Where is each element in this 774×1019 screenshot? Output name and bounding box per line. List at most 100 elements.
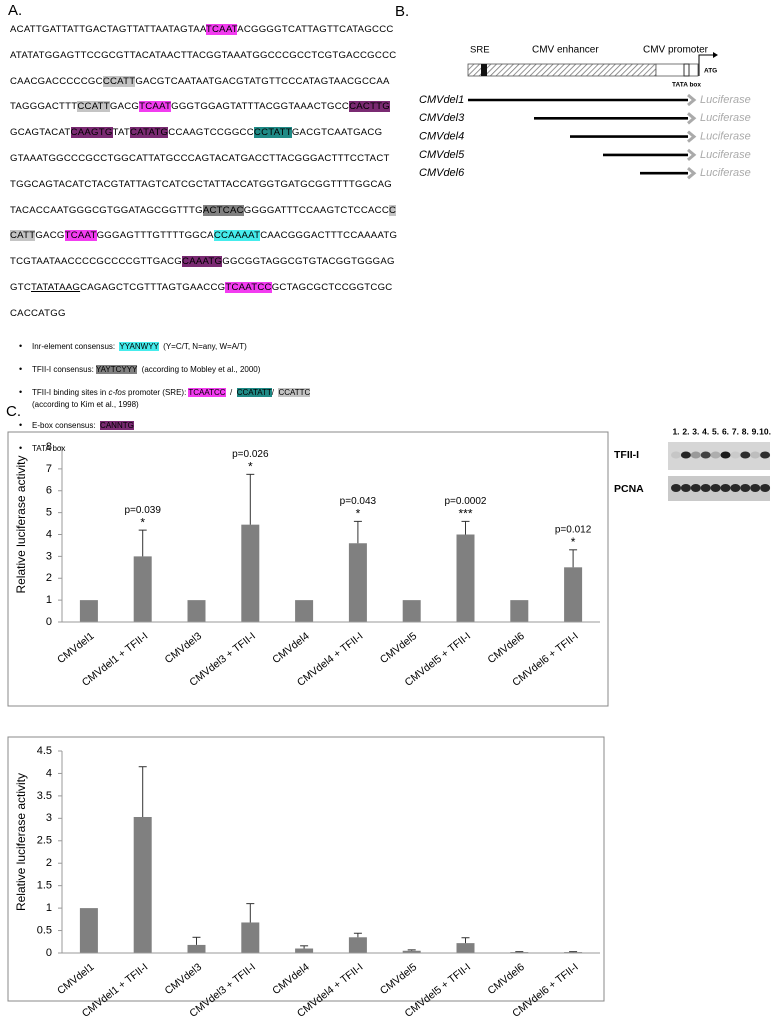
bar: [187, 944, 206, 953]
band: [671, 451, 681, 459]
y-tick-label: 3: [46, 812, 52, 824]
promoter-region: [655, 63, 699, 77]
bar: [79, 908, 98, 953]
highlighted-site: CCATTC: [278, 388, 311, 397]
error-bar: [246, 473, 255, 525]
band: [760, 484, 771, 492]
error-bar: [138, 766, 147, 817]
panel-label: A.: [8, 2, 23, 19]
lane-label: 2.: [682, 426, 689, 436]
p-value: p=0.0002: [445, 496, 487, 507]
row-label: TFII-I: [614, 449, 639, 461]
error-bar: [246, 903, 255, 923]
sequence-text: Inr-element consensus:: [32, 342, 120, 351]
legend-line: TATA box: [19, 443, 65, 454]
sequence-text: (Y=C/T, N=any, W=A/T): [158, 342, 247, 351]
y-tick-label: 1.5: [37, 880, 52, 892]
panel-a: A. ACATTGATTATTGACTAGTTATTAATAGTAATCAATA…: [0, 0, 400, 470]
sequence-text: GTC: [10, 282, 32, 293]
western-blot: 1. 2. 3. 4. 5. 6. 7. 8. 9. 10. TFII-I PCNA: [614, 426, 771, 501]
highlighted-site: TCAAT: [139, 101, 172, 113]
legend-line: TFII-I consensus: YAYTCYYY (according to…: [19, 364, 261, 375]
band: [700, 484, 711, 492]
panel-label: B.: [395, 3, 409, 20]
lane-label: 7.: [732, 426, 739, 436]
lane-label: 8.: [742, 426, 749, 436]
highlighted-site: TCAATCC: [225, 282, 272, 293]
legend-line: Inr-element consensus: YYANWYY (Y=C/T, N…: [19, 341, 247, 352]
y-tick-label: 2: [46, 857, 52, 869]
highlighted-site: CCAAAAT: [213, 230, 261, 242]
y-tick-label: 3: [46, 550, 52, 562]
band: [671, 484, 681, 492]
y-tick-label: 4: [46, 767, 52, 779]
highlighted-site: CCATT: [77, 101, 110, 113]
sequence-text: promoter (SRE):: [125, 388, 189, 397]
sequence-text: GTAAATGGCCCGCCTGGCATTATGCCCAGTACATGACCTT…: [10, 153, 390, 164]
significance: *: [140, 515, 145, 529]
error-bar: [569, 549, 578, 568]
band: [730, 451, 741, 459]
construct-name: CMVdel3: [419, 112, 465, 124]
sequence-text: TCGTAATAACCCCGCCCCGTTGACG: [10, 256, 183, 268]
significance: *: [356, 507, 361, 521]
y-tick-label: 1: [46, 594, 52, 606]
band: [750, 451, 761, 459]
sequence-line: GCAGTACATCAAGTGTATCATATGCCAAGTCCGGCCCCTA…: [10, 127, 382, 139]
lane-label: 1.: [672, 426, 679, 436]
band: [720, 451, 731, 459]
lane-label: 10.: [759, 426, 771, 436]
tata-box: [683, 63, 690, 77]
highlighted-site: CANNTG: [100, 421, 134, 430]
bar: [510, 600, 529, 622]
reporter-label: Luciferase: [700, 112, 751, 124]
y-tick-label: 4.5: [37, 745, 52, 757]
enhancer-label: CMV enhancer: [532, 45, 599, 56]
error-bar: [407, 949, 416, 951]
sequence-text: GGGGATTTCCAAGTCTCCACC: [243, 204, 390, 216]
y-axis-label: Relative luciferase activity: [14, 455, 28, 593]
sequence-line: TAGGGACTTTCCATTGACGTCAATGGGTGGAGTATTTACG…: [10, 101, 391, 113]
sequence-text: TFII-I consensus:: [32, 365, 96, 374]
p-value: p=0.012: [555, 524, 592, 535]
highlighted-site: C: [389, 204, 397, 216]
construct-name: CMVdel1: [419, 94, 464, 106]
band: [730, 484, 741, 492]
sequence-text: GCTAGCGCTCCGGTCGC: [271, 282, 393, 293]
bar: [241, 922, 260, 953]
sequence-line: ATATATGGAGTTCCGCGTTACATAACTTACGGTAAATGGC…: [10, 50, 396, 62]
sre-label: SRE: [470, 45, 490, 56]
enhancer-region: [467, 63, 657, 77]
band: [720, 484, 731, 492]
reporter-label: Luciferase: [700, 167, 751, 179]
y-tick-label: 1: [46, 902, 52, 914]
sequence-text: GCAGTACAT: [10, 127, 71, 139]
bar: [456, 943, 475, 953]
band: [700, 451, 711, 459]
atg-label: ATG: [704, 68, 717, 75]
sequence-line: GTCTATATAAGCAGAGCTCGTTTAGTGAACCGTCAATCCG…: [10, 282, 392, 294]
error-bar: [353, 520, 362, 544]
reporter-label: Luciferase: [700, 131, 751, 143]
bar: [402, 950, 421, 953]
sequence-line: TGGCAGTACATCTACGTATTAGTCATCGCTATTACCATGG…: [10, 179, 392, 191]
panel-label: C.: [6, 403, 21, 420]
sequence-text: CCAAGTCCGGCC: [168, 127, 254, 139]
construct-name: CMVdel4: [419, 131, 464, 143]
sequence-text: ATATATGGAGTTCCGCGTTACATAACTTACGGTAAATGGC…: [10, 49, 397, 61]
sequence-line: TACACCAATGGGCGTGGATAGCGGTTTGACTCACGGGGAT…: [10, 204, 397, 217]
highlighted-site: YYANWYY: [119, 342, 159, 351]
bar: [348, 937, 367, 953]
sequence-text: CACCATGG: [10, 307, 66, 319]
bar: [295, 600, 314, 622]
sequence-text: GGGAGTTTGTTTTGGCA: [96, 230, 214, 242]
y-tick-label: 6: [46, 485, 52, 497]
band: [710, 451, 721, 459]
sequence-text: (according to Mobley et al., 2000): [137, 365, 261, 374]
bar: [79, 600, 98, 622]
